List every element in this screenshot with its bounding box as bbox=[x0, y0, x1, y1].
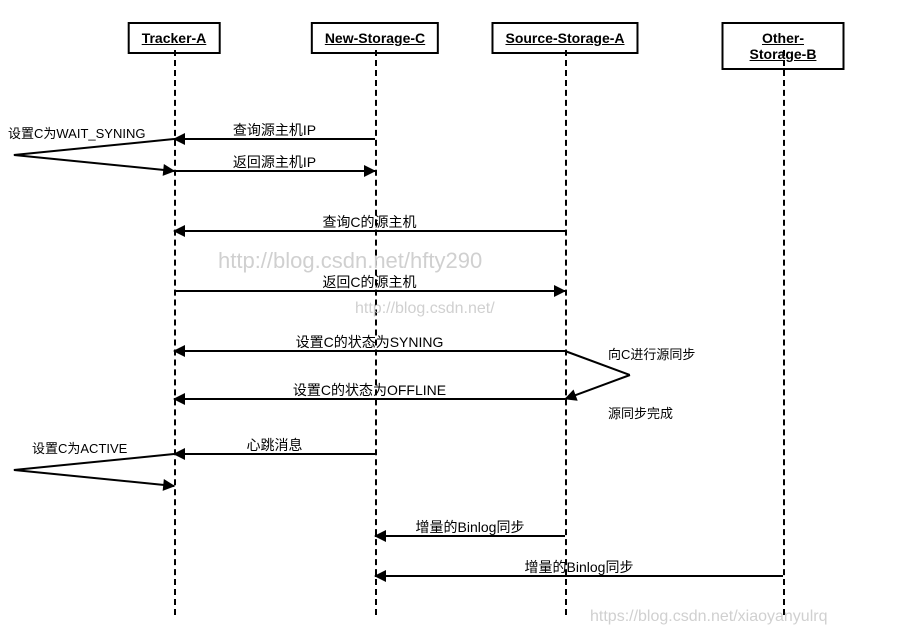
self-msg-line-in-1 bbox=[14, 469, 174, 487]
message-label-3: 返回C的源主机 bbox=[322, 272, 416, 292]
self-msg-label-bottom-2: 源同步完成 bbox=[608, 403, 673, 422]
message-label-6: 心跳消息 bbox=[247, 435, 303, 455]
message-label-8: 增量的Binlog同步 bbox=[525, 557, 634, 577]
message-label-1: 返回源主机IP bbox=[233, 152, 316, 172]
message-label-7: 增量的Binlog同步 bbox=[416, 517, 525, 537]
message-label-4: 设置C的状态为SYNING bbox=[296, 332, 444, 352]
self-msg-label-top-2: 向C进行源同步 bbox=[608, 344, 695, 363]
self-msg-line-in-2 bbox=[565, 374, 631, 400]
message-label-0: 查询源主机IP bbox=[233, 120, 316, 140]
message-label-2: 查询C的源主机 bbox=[322, 212, 416, 232]
self-msg-line-in-0 bbox=[14, 154, 174, 172]
watermark-0: http://blog.csdn.net/hfty290 bbox=[218, 248, 482, 274]
lifeline-3 bbox=[783, 50, 785, 615]
self-msg-label-1: 设置C为ACTIVE bbox=[32, 438, 127, 457]
lifeline-2 bbox=[565, 50, 567, 615]
message-label-5: 设置C的状态为OFFLINE bbox=[293, 380, 446, 400]
self-msg-label-0: 设置C为WAIT_SYNING bbox=[8, 123, 145, 142]
watermark-2: https://blog.csdn.net/xiaoyanyulrq bbox=[590, 608, 827, 626]
